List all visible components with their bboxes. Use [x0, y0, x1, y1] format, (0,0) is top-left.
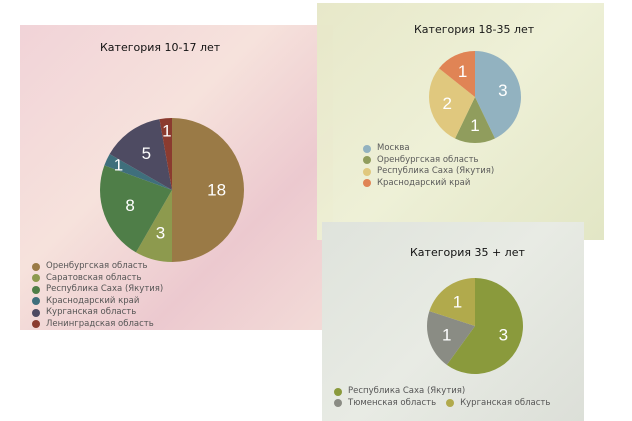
- legend-label: Москва: [377, 143, 410, 153]
- pie-slice: [446, 278, 523, 374]
- data-label: 18: [207, 181, 226, 200]
- legend-swatch-icon: [334, 387, 342, 396]
- legend-swatch-icon: [32, 262, 40, 271]
- legend: Республика Саха (Якутия) Тюменская област…: [334, 386, 584, 409]
- legend-item: Краснодарский край: [32, 296, 163, 308]
- pie-slice: [136, 190, 172, 262]
- legend-item: Курганская область: [446, 398, 550, 410]
- legend-item: Краснодарский край: [363, 178, 494, 190]
- legend-label: Оренбургская область: [46, 261, 148, 271]
- pie-chart: 3 11: [427, 278, 523, 374]
- legend-swatch-icon: [32, 285, 40, 294]
- pie-slice: [429, 278, 475, 326]
- data-label: 2: [442, 94, 451, 113]
- legend-swatch-icon: [32, 308, 40, 317]
- legend-swatch-icon: [363, 144, 371, 153]
- data-label: 1: [470, 116, 479, 135]
- data-label: 1: [442, 326, 451, 345]
- data-label: 1: [458, 62, 467, 81]
- legend-swatch-icon: [32, 320, 40, 329]
- pie-slice: [427, 311, 475, 365]
- pie-slice: [100, 165, 172, 253]
- data-label: 1: [453, 292, 462, 311]
- data-label: 3: [156, 224, 165, 243]
- data-label: 3: [499, 326, 508, 345]
- pie-slice: [429, 68, 475, 139]
- pie-slice: [475, 51, 521, 139]
- pie-chart: 18 3 8 151: [100, 118, 244, 262]
- chart-panel-10-17: Категория 10-17 лет 18 3 8 1 5 1 Оренбургская…: [20, 25, 333, 330]
- legend-label: Республика Саха (Якутия): [348, 386, 466, 396]
- legend-item: Оренбургская область: [32, 261, 163, 273]
- legend-item: Республика Саха (Якутия): [32, 284, 163, 296]
- legend-item: Оренбургская область: [363, 155, 494, 167]
- legend-item: Республика Саха (Якутия): [334, 386, 465, 398]
- data-label: 8: [125, 196, 134, 215]
- chart-title: Категория 35 + лет: [410, 246, 525, 259]
- data-label: 5: [142, 144, 151, 163]
- legend-label: Ленинградская область: [46, 318, 154, 329]
- legend-label: Краснодарский край: [377, 177, 471, 188]
- pie-slice: [455, 97, 495, 143]
- legend-label: Курганская область: [46, 307, 137, 317]
- legend-swatch-icon: [363, 167, 371, 176]
- data-label: 3: [498, 81, 507, 100]
- legend-label: Курганская область: [460, 397, 551, 408]
- legend-swatch-icon: [363, 156, 371, 165]
- pie-slice: [159, 118, 172, 190]
- legend-swatch-icon: [32, 297, 40, 306]
- pie-slice: [104, 154, 172, 190]
- chart-title: Категория 10-17 лет: [100, 41, 221, 54]
- pie-slice: [109, 119, 172, 190]
- data-label: 1: [114, 156, 123, 175]
- legend-swatch-icon: [32, 274, 40, 283]
- legend-label: Саратовская область: [46, 272, 142, 283]
- pie-slice: [172, 118, 244, 262]
- legend-item: Республика Саха (Якутия): [363, 166, 494, 178]
- legend: Москва Оренбургская область Республика Сах…: [363, 143, 494, 189]
- legend: Оренбургская область Саратовская область Р…: [32, 261, 163, 330]
- legend-label: Оренбургская область: [377, 154, 479, 165]
- legend-swatch-icon: [446, 399, 455, 408]
- pie-slice: [439, 51, 475, 97]
- legend-label: Республика Саха (Якутия): [46, 284, 164, 294]
- legend-swatch-icon: [334, 399, 342, 408]
- legend-item: Москва: [363, 143, 494, 155]
- legend-label: Тюменская область: [348, 397, 437, 408]
- legend-swatch-icon: [363, 179, 371, 188]
- data-label: 1: [162, 122, 171, 141]
- legend-item: Курганская область: [32, 307, 163, 319]
- legend-item: Ленинградская область: [32, 319, 163, 331]
- legend-item: Тюменская область: [334, 398, 436, 410]
- legend-label: Республика Саха (Якутия): [377, 166, 495, 176]
- chart-title: Категория 18-35 лет: [414, 23, 535, 36]
- legend-label: Краснодарский край: [46, 295, 140, 306]
- legend-item: Саратовская область: [32, 273, 163, 285]
